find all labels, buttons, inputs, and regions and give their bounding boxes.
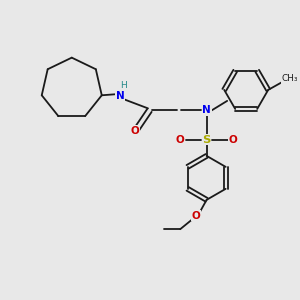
Text: N: N	[116, 91, 124, 101]
Text: O: O	[176, 135, 184, 145]
Text: H: H	[120, 81, 126, 90]
Text: S: S	[202, 135, 211, 145]
Text: O: O	[192, 211, 201, 221]
Text: N: N	[202, 105, 211, 116]
Text: O: O	[130, 126, 139, 136]
Text: CH₃: CH₃	[282, 74, 298, 83]
Text: O: O	[229, 135, 237, 145]
